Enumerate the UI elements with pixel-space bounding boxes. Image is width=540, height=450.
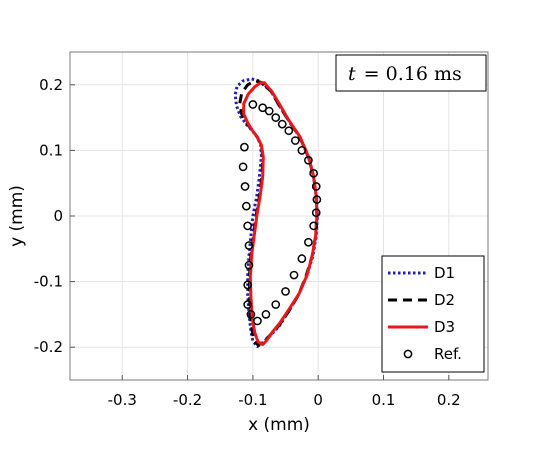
ref-point: [284, 126, 294, 136]
ref-point: [243, 280, 252, 290]
y-tick-label: 0: [53, 207, 63, 225]
ref-point: [258, 103, 268, 113]
legend-label-d1: D1: [434, 264, 455, 282]
ref-point: [311, 182, 321, 191]
ref-point: [243, 300, 252, 309]
ref-point: [241, 201, 251, 211]
ref-point: [304, 237, 313, 247]
ref-point: [271, 300, 281, 309]
ref-point: [261, 310, 271, 319]
ref-point: [238, 162, 248, 172]
axis-ticks: -0.3 -0.2 -0.1 0 0.1 0.2 -0.2 -0.1 0 0.1 0.2: [34, 76, 461, 409]
legend-swatch-ref: [403, 349, 413, 359]
y-tick-label: 0.1: [39, 141, 63, 159]
series-d3-line: [242, 81, 319, 347]
ref-point: [304, 155, 313, 165]
ref-point: [297, 254, 307, 263]
x-tick-label: -0.3: [108, 391, 137, 409]
time-annotation: t = 0.16 ms: [335, 54, 487, 92]
legend: D1 D2 D3 Ref.: [381, 255, 485, 373]
ref-point: [246, 310, 256, 319]
ref-point: [243, 221, 252, 231]
ref-point: [277, 119, 287, 129]
ref-point: [271, 113, 281, 122]
x-tick-label: 0.2: [437, 391, 461, 409]
annotation-variable: t: [348, 63, 356, 85]
x-axis-label: x (mm): [248, 415, 310, 435]
legend-box: [381, 255, 485, 373]
legend-label-ref: Ref.: [434, 345, 462, 363]
y-tick-label: -0.1: [34, 273, 63, 291]
x-tick-label: 0: [313, 391, 323, 409]
legend-label-d3: D3: [434, 318, 455, 336]
ref-point: [253, 316, 262, 326]
legend-label-d2: D2: [434, 291, 455, 309]
ref-point: [290, 136, 300, 145]
ref-point: [248, 100, 258, 109]
ref-point: [264, 106, 274, 116]
y-tick-label: -0.2: [34, 338, 63, 356]
annotation-value: = 0.16 ms: [364, 63, 462, 85]
svg-text:t = 0.16 ms: t = 0.16 ms: [348, 63, 462, 85]
ref-point: [309, 221, 318, 231]
ref-point: [311, 208, 321, 218]
ref-point: [297, 146, 307, 155]
ref-point: [312, 195, 322, 204]
ref-point: [309, 169, 318, 178]
ref-point: [244, 260, 254, 270]
ref-point: [240, 182, 250, 191]
series-group: [233, 77, 322, 348]
y-tick-label: 0.2: [39, 76, 63, 94]
grid: [70, 52, 488, 380]
ref-point: [240, 142, 249, 152]
x-tick-label: -0.1: [238, 391, 267, 409]
x-tick-label: -0.2: [173, 391, 202, 409]
series-ref-markers: [238, 100, 322, 326]
y-axis-label: y (mm): [7, 185, 27, 247]
ref-point: [289, 270, 299, 280]
ref-point: [244, 241, 254, 250]
ref-point: [281, 287, 290, 296]
x-tick-label: 0.1: [372, 391, 396, 409]
